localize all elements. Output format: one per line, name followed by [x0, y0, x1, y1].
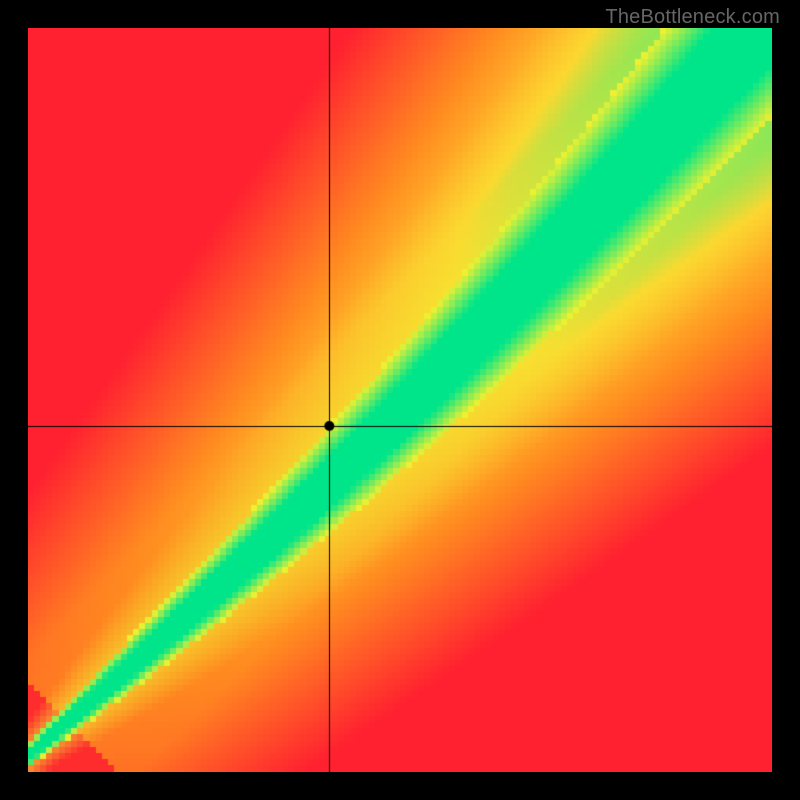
- watermark-text: TheBottleneck.com: [605, 6, 780, 29]
- bottleneck-heatmap: [28, 28, 772, 772]
- chart-container: TheBottleneck.com: [0, 0, 800, 800]
